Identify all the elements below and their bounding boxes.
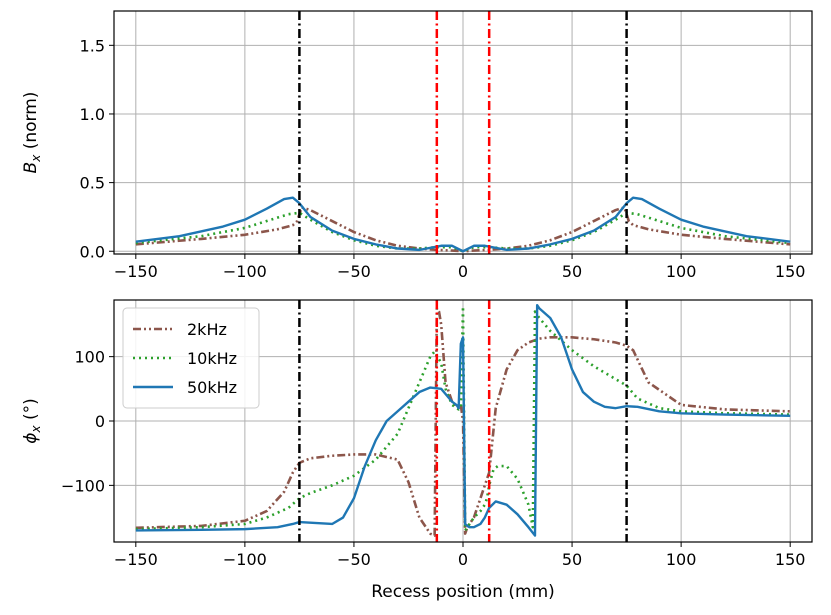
series-line-50kHz xyxy=(135,303,791,537)
x-tick-label: −100 xyxy=(223,550,267,569)
x-tick-label: 100 xyxy=(666,262,697,281)
x-tick-label: 0 xyxy=(458,262,468,281)
x-tick-label: 100 xyxy=(666,550,697,569)
legend-label-50kHz: 50kHz xyxy=(187,378,237,397)
x-tick-label: 50 xyxy=(562,262,582,281)
series-line-10kHz xyxy=(135,211,791,253)
y-tick-label: 1.5 xyxy=(80,36,105,55)
y-axis-subscript: x xyxy=(29,425,43,434)
legend-label-10kHz: 10kHz xyxy=(187,349,237,368)
x-tick-label: −150 xyxy=(114,262,158,281)
y-tick-label: 0.0 xyxy=(80,242,105,261)
y-axis-title: ϕx (°) xyxy=(21,398,43,444)
legend-box xyxy=(122,307,260,409)
x-tick-label: 150 xyxy=(775,550,806,569)
x-tick-label: −150 xyxy=(114,550,158,569)
plot-area xyxy=(135,300,791,542)
y-axis-unit: (°) xyxy=(21,398,41,425)
legend-label-2kHz: 2kHz xyxy=(187,320,227,339)
y-axis-unit: (norm) xyxy=(21,92,41,155)
y-tick-label: 100 xyxy=(74,348,105,367)
bottom-chart-phix: −150 −100 −50 0 50 100 150 −100 0 100 ϕx (°) Recess… xyxy=(21,299,813,602)
y-axis-variable: ϕ xyxy=(21,433,41,444)
y-tick-label: 1.0 xyxy=(80,105,105,124)
x-tick-label: −50 xyxy=(337,550,371,569)
y-tick-label: −100 xyxy=(61,476,105,495)
y-axis-subscript: x xyxy=(29,154,43,163)
y-tick-label: 0 xyxy=(95,412,105,431)
x-tick-label: 50 xyxy=(562,550,582,569)
x-axis-title: Recess position (mm) xyxy=(371,582,555,602)
series-line-10kHz xyxy=(135,305,791,532)
y-axis-variable: B xyxy=(21,162,41,174)
x-tick-label: 0 xyxy=(458,550,468,569)
series-line-2kHz xyxy=(135,307,791,537)
y-tick-label: 0.5 xyxy=(80,174,105,193)
x-tick-label: −100 xyxy=(223,262,267,281)
top-chart-bx: −150 −100 −50 0 50 100 150 0.0 0.5 1.0 1.5 Bx (norm… xyxy=(21,10,813,281)
x-tick-label: −50 xyxy=(337,262,371,281)
x-tick-label: 150 xyxy=(775,262,806,281)
series-line-50kHz xyxy=(135,196,791,253)
y-axis-title: Bx (norm) xyxy=(21,92,43,174)
plot-area xyxy=(135,11,791,254)
